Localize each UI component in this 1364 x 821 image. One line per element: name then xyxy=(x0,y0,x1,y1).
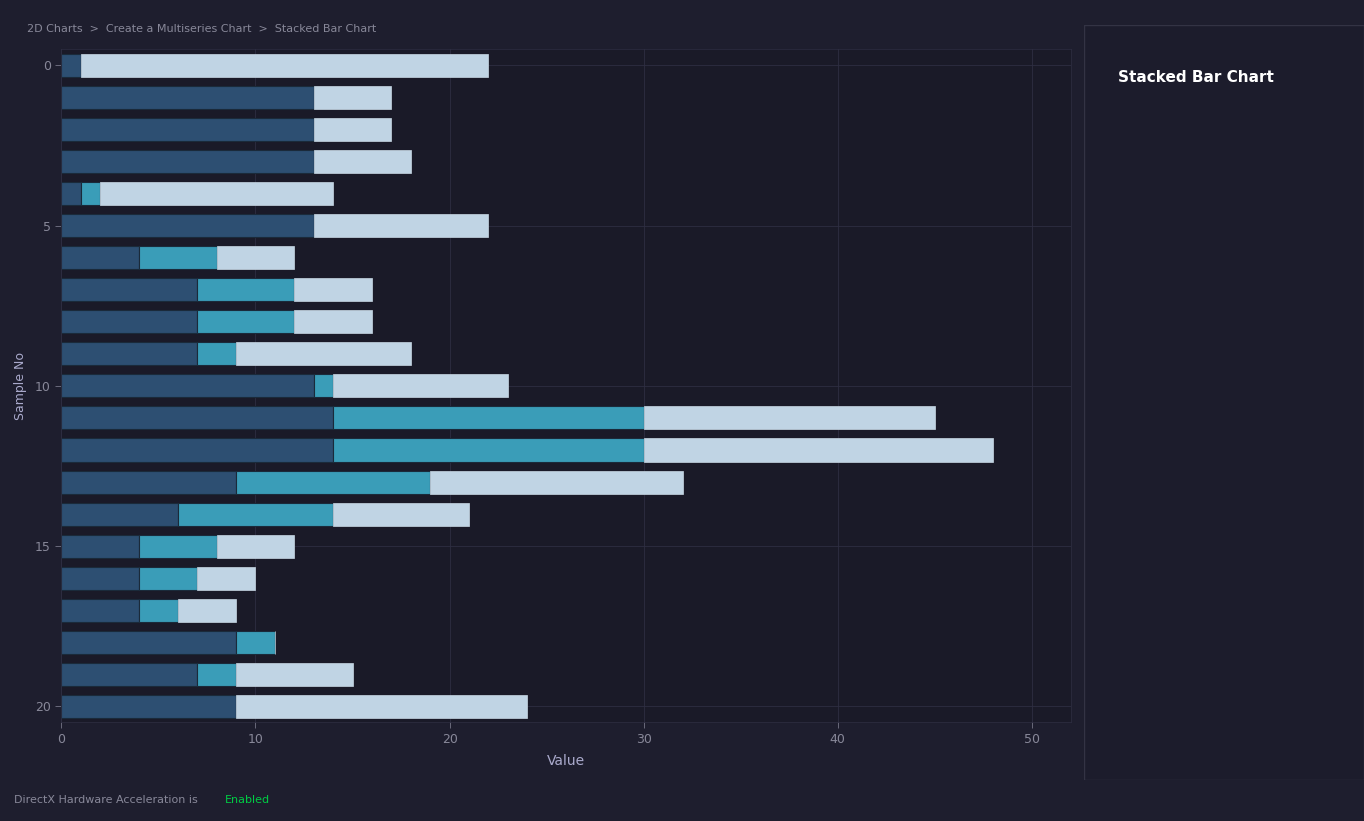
Bar xyxy=(236,342,411,365)
Bar xyxy=(139,599,177,621)
Bar xyxy=(61,53,80,77)
Bar xyxy=(80,53,488,77)
Bar xyxy=(61,278,198,301)
Bar xyxy=(236,695,528,718)
Bar xyxy=(61,470,236,493)
Bar xyxy=(314,374,333,397)
Bar xyxy=(333,438,644,461)
Bar xyxy=(61,310,198,333)
Bar xyxy=(61,502,177,525)
Bar xyxy=(61,663,198,686)
Text: 2D Charts  >  Create a Multiseries Chart  >  Stacked Bar Chart: 2D Charts > Create a Multiseries Chart >… xyxy=(27,24,376,34)
Bar xyxy=(61,406,333,429)
Bar xyxy=(61,599,139,621)
Bar xyxy=(217,534,295,557)
Text: Stacked Bar Chart: Stacked Bar Chart xyxy=(1118,70,1274,85)
Bar xyxy=(236,470,430,493)
Bar xyxy=(139,534,217,557)
Bar xyxy=(61,631,236,654)
Bar xyxy=(217,246,295,269)
Bar xyxy=(61,246,139,269)
Bar xyxy=(61,438,333,461)
Bar xyxy=(314,150,411,173)
Bar xyxy=(198,342,236,365)
Bar xyxy=(61,342,198,365)
Bar xyxy=(61,566,139,589)
Bar xyxy=(61,182,80,205)
Bar xyxy=(139,246,217,269)
Bar xyxy=(198,310,295,333)
Bar xyxy=(295,278,372,301)
Bar xyxy=(198,278,295,301)
Bar xyxy=(139,566,198,589)
Bar xyxy=(236,663,352,686)
Bar xyxy=(80,182,100,205)
Bar xyxy=(333,374,507,397)
Bar xyxy=(61,695,236,718)
Bar xyxy=(333,406,644,429)
Bar xyxy=(644,438,993,461)
Bar xyxy=(61,118,314,141)
Bar xyxy=(333,502,469,525)
Bar xyxy=(236,631,276,654)
Y-axis label: Sample No: Sample No xyxy=(14,352,27,420)
Bar xyxy=(314,86,391,109)
Bar xyxy=(61,150,314,173)
Text: DirectX Hardware Acceleration is: DirectX Hardware Acceleration is xyxy=(14,796,201,805)
FancyBboxPatch shape xyxy=(1084,25,1364,780)
Bar xyxy=(314,214,488,237)
Bar xyxy=(198,566,255,589)
Bar xyxy=(295,310,372,333)
Bar xyxy=(198,663,236,686)
Bar xyxy=(177,502,333,525)
Bar xyxy=(61,86,314,109)
X-axis label: Value: Value xyxy=(547,754,585,768)
Bar xyxy=(61,534,139,557)
Bar xyxy=(430,470,682,493)
Bar xyxy=(100,182,333,205)
Bar xyxy=(61,214,314,237)
Bar xyxy=(61,374,314,397)
Text: Enabled: Enabled xyxy=(225,796,270,805)
Bar xyxy=(177,599,236,621)
Bar xyxy=(644,406,934,429)
Bar xyxy=(314,118,391,141)
